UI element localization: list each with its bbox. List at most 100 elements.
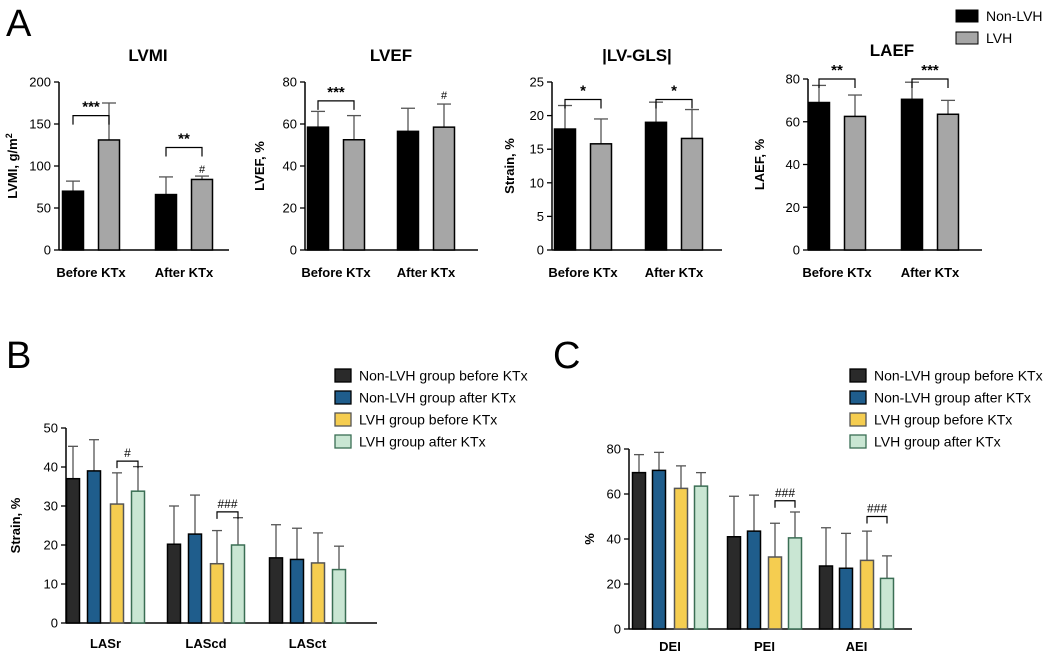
significance-marker: # bbox=[441, 90, 448, 102]
significance-marker: ### bbox=[775, 486, 795, 500]
significance-marker: # bbox=[199, 164, 206, 176]
legend-swatch bbox=[849, 434, 867, 449]
y-tick-label: 0 bbox=[537, 243, 544, 258]
y-tick-label: 0 bbox=[614, 622, 621, 637]
y-tick-label: 30 bbox=[44, 499, 58, 514]
bar bbox=[396, 130, 420, 251]
significance-bracket bbox=[866, 515, 888, 524]
bar bbox=[289, 558, 305, 624]
bar bbox=[154, 193, 178, 251]
bar bbox=[879, 577, 895, 630]
significance-bracket bbox=[116, 460, 139, 469]
legend-swatch bbox=[334, 412, 352, 427]
bar bbox=[680, 137, 704, 251]
bar bbox=[838, 567, 854, 630]
bar bbox=[166, 543, 182, 624]
bar bbox=[130, 490, 146, 624]
significance-marker: *** bbox=[327, 84, 345, 101]
y-tick-label: 40 bbox=[44, 460, 58, 475]
bar bbox=[65, 477, 81, 624]
x-tick-label: Before KTx bbox=[802, 265, 872, 280]
chart-1: LVMI LVMI, g/m2 0 50 100 150 200 Before KTx Afte… bbox=[4, 46, 229, 280]
y-tick-label: 10 bbox=[44, 577, 58, 592]
panel-label-b: B bbox=[6, 335, 31, 377]
y-tick-label: 20 bbox=[786, 200, 800, 215]
significance-marker: ### bbox=[217, 497, 237, 511]
x-tick-label: After KTx bbox=[645, 265, 704, 280]
bar bbox=[726, 536, 742, 630]
x-tick-label: LAScd bbox=[185, 636, 226, 651]
legend-label: Non-LVH bbox=[986, 8, 1043, 24]
legend-swatch bbox=[334, 390, 352, 405]
y-tick-label: 80 bbox=[283, 75, 297, 90]
panel-label-c: C bbox=[553, 335, 580, 377]
bar bbox=[644, 121, 668, 251]
bar bbox=[807, 101, 831, 251]
x-tick-label: Before KTx bbox=[56, 265, 126, 280]
x-tick-label: Before KTx bbox=[301, 265, 371, 280]
bar bbox=[900, 98, 924, 251]
y-tick-label: 20 bbox=[283, 201, 297, 216]
significance-bracket bbox=[911, 78, 949, 88]
legends-group: Non-LVH LVH Non-LVH group before KTx Non-LV… bbox=[334, 8, 1043, 450]
chart-title: LVMI bbox=[128, 46, 167, 65]
y-tick-label: 0 bbox=[51, 616, 58, 631]
y-tick-label: 40 bbox=[607, 532, 621, 547]
legend-label: Non-LVH group before KTx bbox=[874, 368, 1043, 384]
significance-bracket bbox=[655, 98, 693, 109]
x-tick-label: LASr bbox=[90, 636, 121, 651]
bar bbox=[109, 503, 125, 624]
significance-bracket bbox=[72, 114, 110, 125]
significance-bracket bbox=[216, 511, 239, 519]
x-tick-label: After KTx bbox=[397, 265, 456, 280]
bar bbox=[746, 530, 762, 630]
y-tick-label: 200 bbox=[29, 75, 51, 90]
y-axis-label: % bbox=[582, 533, 597, 545]
chart-2: LVEF LVEF, % 0 20 40 60 80 Before KTx After KTx *… bbox=[252, 46, 478, 280]
chart-title: LAEF bbox=[870, 41, 914, 60]
legend-label: LVH group after KTx bbox=[359, 434, 486, 450]
y-tick-label: 80 bbox=[607, 442, 621, 457]
y-axis-label: Strain, % bbox=[8, 497, 23, 553]
bar bbox=[61, 190, 85, 251]
bar bbox=[432, 126, 456, 251]
bar bbox=[268, 557, 284, 624]
x-tick-label: After KTx bbox=[901, 265, 960, 280]
x-tick-label: Before KTx bbox=[548, 265, 618, 280]
bar bbox=[342, 139, 366, 251]
significance-marker: ** bbox=[831, 62, 843, 79]
significance-bracket bbox=[818, 78, 856, 88]
significance-marker: # bbox=[124, 446, 131, 460]
y-tick-label: 60 bbox=[283, 117, 297, 132]
legend-label: Non-LVH group after KTx bbox=[359, 390, 516, 406]
significance-bracket bbox=[317, 100, 355, 110]
y-axis-label: LVMI, g/m2 bbox=[4, 133, 20, 198]
legend-label: LVH group before KTx bbox=[874, 412, 1012, 428]
y-axis-label-superscript: 2 bbox=[4, 133, 14, 138]
legend-label: LVH group before KTx bbox=[359, 412, 497, 428]
chart-title: LVEF bbox=[370, 46, 412, 65]
bar bbox=[306, 126, 330, 251]
y-tick-label: 20 bbox=[44, 538, 58, 553]
y-tick-label: 60 bbox=[786, 114, 800, 129]
x-tick-label: After KTx bbox=[155, 265, 214, 280]
bar bbox=[209, 562, 225, 624]
bar bbox=[97, 139, 121, 251]
bar bbox=[86, 470, 102, 624]
legend-swatch bbox=[849, 412, 867, 427]
bar bbox=[693, 485, 709, 630]
chart-4: LAEF LAEF, % 0 20 40 60 80 Before KTx After KTx *… bbox=[752, 41, 982, 280]
bar bbox=[187, 533, 203, 624]
chart-title: |LV-GLS| bbox=[602, 46, 672, 65]
chart-3: |LV-GLS| Strain, % 0 5 10 15 20 25 Before KTx Aft… bbox=[502, 46, 722, 280]
bar bbox=[190, 178, 214, 251]
x-tick-label: AEI bbox=[846, 639, 868, 654]
y-tick-label: 40 bbox=[283, 159, 297, 174]
y-tick-label: 50 bbox=[37, 201, 51, 216]
significance-bracket bbox=[774, 500, 796, 508]
significance-marker: * bbox=[671, 82, 677, 99]
legend-label: Non-LVH group after KTx bbox=[874, 390, 1031, 406]
